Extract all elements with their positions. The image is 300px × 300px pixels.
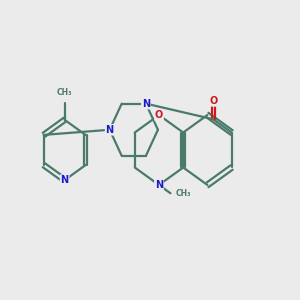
Text: CH₃: CH₃ [176,189,191,198]
Text: N: N [142,99,150,109]
Text: O: O [209,96,218,106]
Text: CH₃: CH₃ [57,88,72,97]
Text: O: O [155,110,163,120]
Text: N: N [61,175,69,185]
Text: N: N [106,125,114,135]
Text: N: N [155,180,163,190]
